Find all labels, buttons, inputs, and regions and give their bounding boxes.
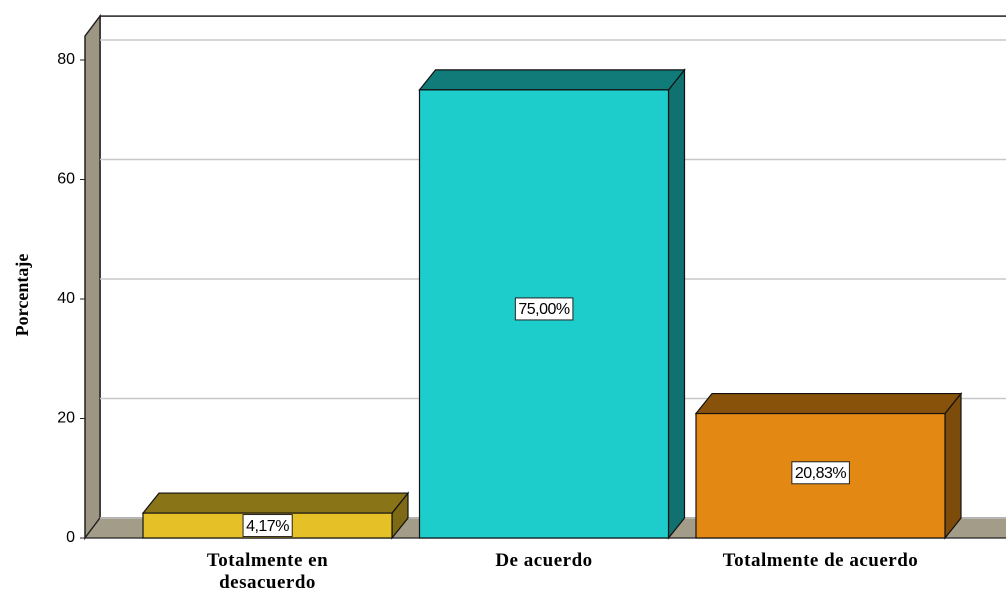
value-label: 75,00% bbox=[518, 301, 570, 318]
y-tick-label: 0 bbox=[66, 529, 75, 546]
y-tick-label: 20 bbox=[57, 410, 75, 427]
x-tick-label: De acuerdo bbox=[495, 550, 593, 571]
bar-side bbox=[944, 391, 962, 540]
left-wall bbox=[84, 13, 101, 541]
y-tick-label: 80 bbox=[57, 51, 75, 68]
value-label-box bbox=[791, 461, 850, 485]
x-tick-label: Totalmente de acuerdo bbox=[722, 550, 919, 571]
x-tick-label: Totalmente en desacuerdo bbox=[206, 550, 329, 593]
y-tick-label: 40 bbox=[57, 290, 75, 307]
value-label: 4,17% bbox=[246, 518, 289, 535]
bar bbox=[418, 68, 686, 540]
y-axis-title: Porcentaje bbox=[12, 254, 32, 337]
bar-top bbox=[141, 492, 410, 514]
bar-top bbox=[418, 69, 686, 91]
y-tick-label: 60 bbox=[57, 171, 75, 188]
bar-side bbox=[667, 68, 686, 540]
value-label-box bbox=[514, 297, 574, 321]
value-label-box bbox=[242, 514, 293, 538]
value-label: 20,83% bbox=[795, 465, 847, 482]
bar-top bbox=[694, 392, 963, 415]
